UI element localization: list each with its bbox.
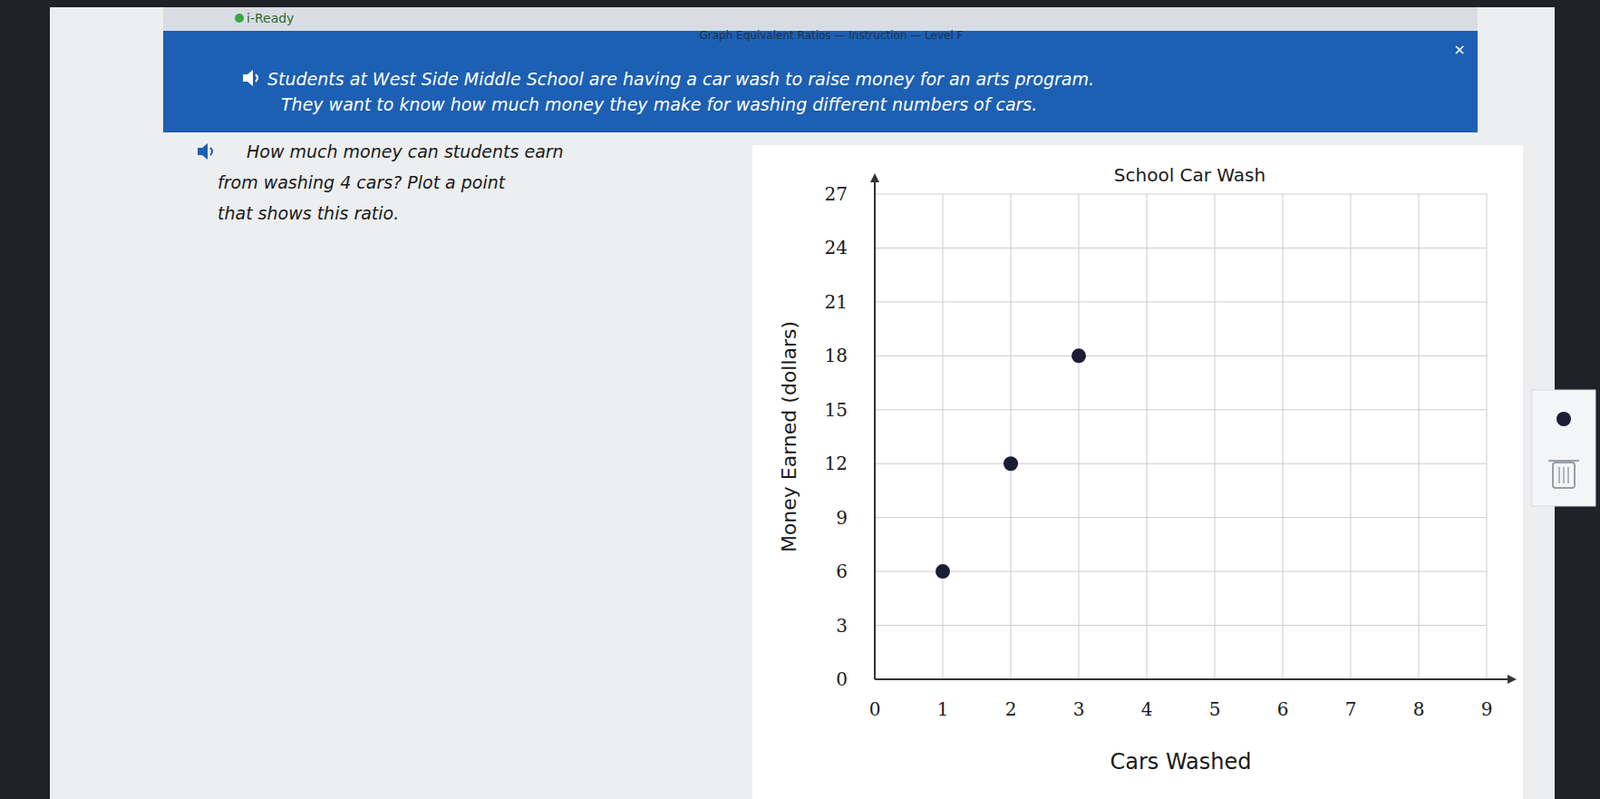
logo-icon: [234, 13, 244, 23]
grid-line-x: [1486, 193, 1488, 679]
point-tool[interactable]: [1556, 411, 1571, 427]
x-tick-label: 8: [1413, 698, 1426, 720]
speaker-icon[interactable]: [197, 143, 213, 160]
y-axis: [873, 180, 876, 679]
question-text: that shows this ratio.: [217, 203, 399, 224]
grid-line-y: [874, 624, 1487, 626]
grid-line-x: [1282, 193, 1284, 679]
x-axis-arrow: [1507, 674, 1517, 684]
x-tick-label: 0: [869, 698, 882, 720]
grid-line-y: [874, 463, 1487, 465]
x-tick-label: 7: [1345, 698, 1358, 720]
x-tick-label: 1: [937, 698, 950, 720]
grid-line-x: [1418, 193, 1420, 679]
grid-line-y: [874, 247, 1487, 249]
grid-line-y: [874, 355, 1487, 357]
data-point: [935, 563, 951, 579]
close-button[interactable]: ×: [1453, 40, 1465, 59]
x-tick-label: 9: [1481, 698, 1494, 720]
y-tick-label: 15: [824, 398, 848, 421]
intro-text: They want to know how much money they ma…: [281, 94, 1038, 115]
content-area: [49, 7, 1555, 799]
grid-line-x: [1350, 193, 1352, 679]
data-point: [1071, 348, 1087, 363]
y-tick-label: 12: [824, 452, 848, 475]
grid-line-y: [874, 300, 1487, 302]
chart-title: School Car Wash: [1114, 164, 1266, 186]
y-tick-label: 3: [835, 614, 848, 637]
y-tick-label: 18: [824, 344, 848, 367]
y-tick-label: 24: [824, 236, 848, 259]
grid-line-x: [942, 193, 944, 679]
banner: [163, 30, 1478, 133]
x-tick-label: 4: [1141, 698, 1154, 720]
y-tick-label: 27: [824, 183, 848, 205]
grid-line-y: [874, 408, 1487, 410]
speaker-body: [197, 143, 208, 160]
tool-panel: [1532, 389, 1596, 506]
y-tick-label: 0: [835, 668, 848, 690]
y-tick-label: 21: [824, 290, 848, 313]
trash-lid: [1548, 459, 1580, 462]
speaker-wave: [255, 74, 258, 82]
grid-line-x: [1146, 193, 1148, 679]
trash-line: [1558, 466, 1561, 484]
grid-line-y: [874, 193, 1487, 195]
speaker-body: [242, 69, 253, 87]
tool-panel-bg: [1532, 389, 1596, 506]
screen: i-Ready Graph Equivalent Ratios — Instruc…: [0, 0, 1600, 799]
top-bar: [163, 7, 1478, 31]
trash-tool[interactable]: [1548, 460, 1580, 488]
frame: [0, 0, 1600, 799]
y-tick-label: 9: [835, 506, 848, 529]
y-tick-label: 6: [835, 560, 848, 582]
x-tick-label: 6: [1277, 698, 1290, 720]
grid-line-y: [874, 516, 1487, 518]
speaker-icon[interactable]: [242, 69, 258, 87]
trash-line: [1562, 466, 1565, 484]
chart-panel: [752, 145, 1523, 799]
question-text: How much money can students earn: [246, 141, 564, 162]
x-axis: [874, 678, 1510, 680]
speaker-wave: [210, 147, 213, 156]
lesson-title: Graph Equivalent Ratios — Instruction — …: [699, 29, 964, 42]
grid-line-x: [1078, 193, 1080, 679]
y-axis-label: Money Earned (dollars): [777, 320, 801, 553]
question-text: from washing 4 cars? Plot a point: [217, 172, 507, 193]
x-tick-label: 3: [1073, 698, 1086, 720]
grid-line-y: [874, 571, 1487, 573]
data-point: [1003, 455, 1019, 471]
x-axis-label: Cars Washed: [1109, 748, 1251, 775]
y-axis-arrow: [870, 173, 880, 183]
x-tick-label: 5: [1209, 698, 1222, 720]
intro-text: Students at West Side Middle School are …: [267, 68, 1095, 89]
grid-line-x: [1214, 193, 1216, 679]
trash-line: [1567, 466, 1570, 484]
x-tick-label: 2: [1005, 698, 1018, 720]
points: [935, 348, 1087, 579]
grid-line-x: [1010, 193, 1012, 679]
trash-body: [1552, 462, 1575, 488]
logo: i-Ready: [246, 10, 294, 26]
